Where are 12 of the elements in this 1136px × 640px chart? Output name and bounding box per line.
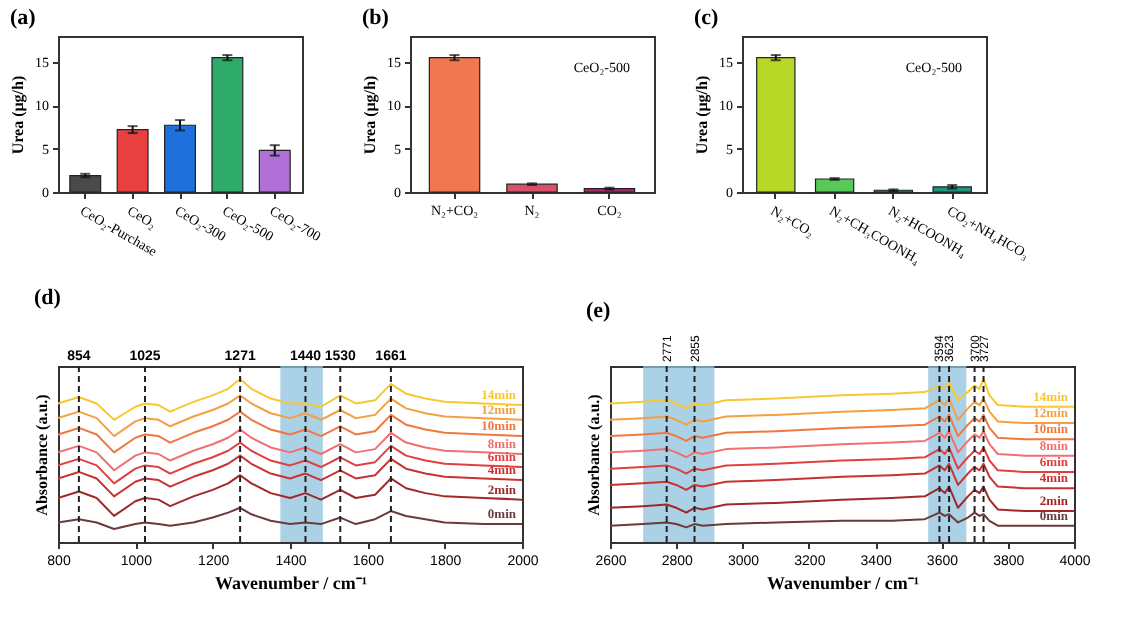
chart-title: (d) — [34, 286, 62, 310]
x-axis-title: Wavenumber / cm⁻¹ — [214, 573, 368, 593]
chart-title: (a) — [10, 6, 37, 30]
y-axis-title: Absorbance (a.u.) — [585, 393, 603, 516]
y-axis-title: Urea (μg/h) — [9, 75, 27, 155]
chart-title: (e) — [586, 299, 612, 324]
chart-title: (c) — [694, 6, 720, 30]
x-axis-title: Wavenumber / cm⁻¹ — [766, 573, 920, 593]
y-axis-title: Urea (μg/h) — [693, 75, 711, 155]
y-axis-title: Absorbance (a.u.) — [33, 393, 51, 516]
y-axis-title: Urea (μg/h) — [361, 75, 379, 155]
chart-title: (b) — [362, 6, 390, 30]
